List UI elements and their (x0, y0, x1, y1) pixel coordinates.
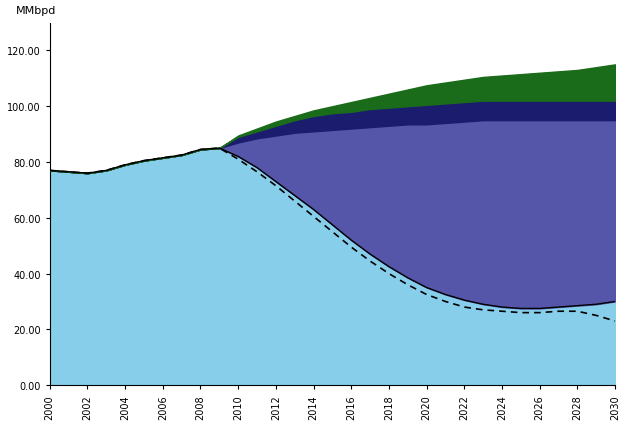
Text: MMbpd: MMbpd (16, 6, 56, 16)
